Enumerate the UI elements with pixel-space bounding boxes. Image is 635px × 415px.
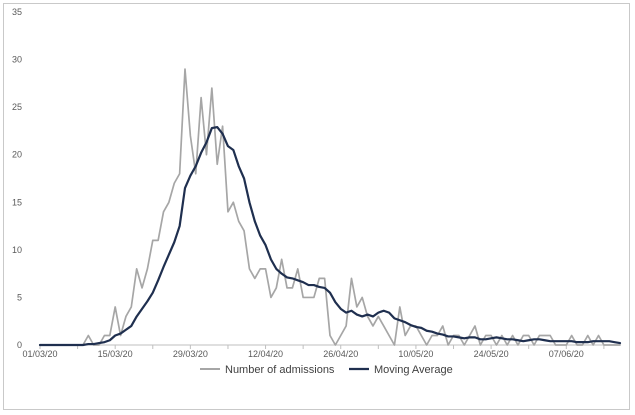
x-tick-label: 01/03/20	[22, 349, 57, 359]
legend-item: Number of admissions	[200, 364, 335, 376]
legend: Number of admissions Moving Average	[200, 364, 453, 376]
y-tick-label: 0	[17, 340, 22, 350]
x-tick-label: 07/06/20	[549, 349, 584, 359]
y-tick-label: 20	[12, 150, 22, 160]
legend-label: Moving Average	[374, 364, 453, 376]
series-layer	[38, 68, 622, 347]
y-tick-label: 5	[17, 292, 22, 302]
x-tick-label: 26/04/20	[323, 349, 358, 359]
x-axis	[39, 344, 620, 349]
x-tick-label: 29/03/20	[173, 349, 208, 359]
legend-label: Number of admissions	[225, 364, 335, 376]
y-tick-label: 15	[12, 197, 22, 207]
x-tick-label: 12/04/20	[248, 349, 283, 359]
x-tick-label: 15/03/20	[98, 349, 133, 359]
admissions-series-line	[39, 68, 621, 346]
y-axis-tick-labels: 0 5 10 15 20 25 30 35	[12, 7, 22, 350]
x-tick-label: 24/05/20	[474, 349, 509, 359]
legend-item: Moving Average	[349, 364, 453, 376]
y-tick-label: 35	[12, 7, 22, 17]
y-tick-label: 10	[12, 245, 22, 255]
y-tick-label: 30	[12, 55, 22, 65]
x-tick-label: 10/05/20	[398, 349, 433, 359]
moving-average-series-line	[38, 126, 622, 347]
y-tick-label: 25	[12, 102, 22, 112]
x-axis-tick-labels: 01/03/20 15/03/20 29/03/20 12/04/20 26/04/20…	[22, 349, 583, 359]
